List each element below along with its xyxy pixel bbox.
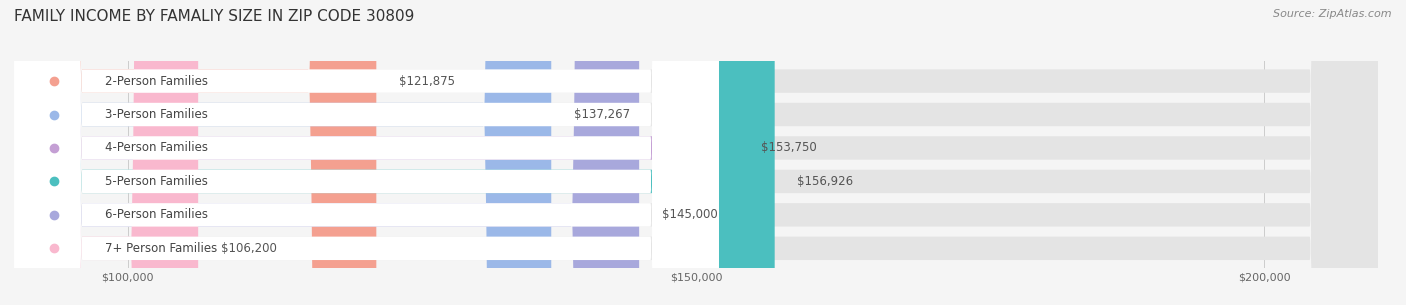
FancyBboxPatch shape (14, 0, 640, 305)
Text: 6-Person Families: 6-Person Families (105, 208, 208, 221)
Text: $106,200: $106,200 (221, 242, 277, 255)
FancyBboxPatch shape (14, 0, 718, 305)
Text: $121,875: $121,875 (399, 74, 456, 88)
Text: 5-Person Families: 5-Person Families (105, 175, 208, 188)
Text: FAMILY INCOME BY FAMALIY SIZE IN ZIP CODE 30809: FAMILY INCOME BY FAMALIY SIZE IN ZIP COD… (14, 9, 415, 24)
Text: 7+ Person Families: 7+ Person Families (105, 242, 218, 255)
Text: $153,750: $153,750 (761, 142, 817, 154)
Text: 4-Person Families: 4-Person Families (105, 142, 208, 154)
Text: $145,000: $145,000 (662, 208, 717, 221)
FancyBboxPatch shape (14, 0, 1378, 305)
Text: $156,926: $156,926 (797, 175, 853, 188)
FancyBboxPatch shape (14, 0, 718, 305)
FancyBboxPatch shape (14, 0, 738, 305)
Text: 3-Person Families: 3-Person Families (105, 108, 208, 121)
FancyBboxPatch shape (14, 0, 1378, 305)
FancyBboxPatch shape (14, 0, 1378, 305)
FancyBboxPatch shape (14, 0, 198, 305)
Text: $137,267: $137,267 (574, 108, 630, 121)
FancyBboxPatch shape (14, 0, 1378, 305)
FancyBboxPatch shape (14, 0, 551, 305)
FancyBboxPatch shape (14, 0, 718, 305)
Text: Source: ZipAtlas.com: Source: ZipAtlas.com (1274, 9, 1392, 19)
FancyBboxPatch shape (14, 0, 718, 305)
FancyBboxPatch shape (14, 0, 1378, 305)
Text: 2-Person Families: 2-Person Families (105, 74, 208, 88)
FancyBboxPatch shape (14, 0, 1378, 305)
FancyBboxPatch shape (14, 0, 718, 305)
FancyBboxPatch shape (14, 0, 718, 305)
FancyBboxPatch shape (14, 0, 377, 305)
FancyBboxPatch shape (14, 0, 775, 305)
